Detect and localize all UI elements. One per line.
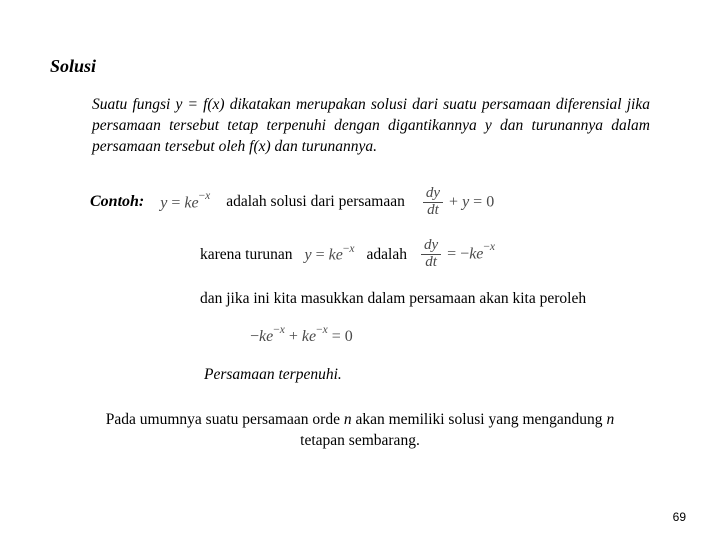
conclusion-paragraph: Pada umumnya suatu persamaan orde n akan… [86,410,634,452]
equation-y-kex: y = ke−x [160,192,210,212]
row2-right-text: adalah [367,246,407,264]
example-row-2: karena turunan y = ke−x adalah dydt = −k… [200,238,670,271]
conclusion-part-c: tetapan sembarang. [300,432,420,449]
row1-text: adalah solusi dari persamaan [226,193,405,211]
section-heading: Solusi [50,56,670,77]
intro-paragraph: Suatu fungsi y = f(x) dikatakan merupaka… [92,95,650,158]
conclusion-part-a: Pada umumnya suatu persamaan orde [106,411,344,428]
example-row-1: Contoh: y = ke−x adalah solusi dari pers… [90,186,670,219]
equation-y-kex-2: y = ke−x [305,244,355,264]
contoh-label: Contoh: [90,193,144,211]
conclusion-part-b: akan memiliki solusi yang mengandung [352,411,607,428]
substitution-text: dan jika ini kita masukkan dalam persama… [200,289,670,310]
row2-left-text: karena turunan [200,246,293,264]
equation-result: −ke−x + ke−x = 0 [250,326,670,346]
conclusion-n-2: n [606,411,614,428]
equation-ode: dydt + y = 0 [421,186,494,219]
satisfied-text: Persamaan terpenuhi. [204,366,670,384]
conclusion-n-1: n [344,411,352,428]
equation-derivative: dydt = −ke−x [419,238,495,271]
page-number: 69 [673,510,686,524]
